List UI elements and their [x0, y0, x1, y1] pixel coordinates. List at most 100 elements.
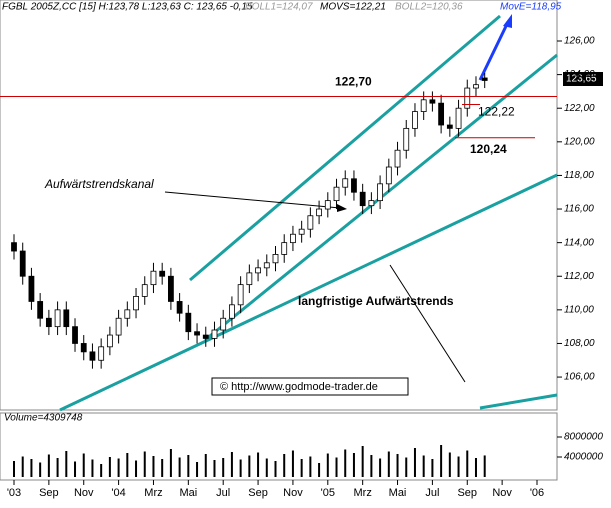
- y-tick-label: 112,00: [564, 271, 594, 282]
- pointer-line: [164, 191, 341, 209]
- candle-body: [80, 343, 87, 353]
- volume-tick-label: 8000000: [564, 432, 603, 443]
- volume-bar: [361, 446, 364, 477]
- candle-body: [438, 102, 445, 126]
- y-tick-label: 116,00: [564, 204, 594, 215]
- volume-bar: [344, 449, 347, 477]
- candle-body: [63, 309, 70, 328]
- volume-bar: [161, 459, 164, 477]
- volume-bar: [457, 456, 460, 477]
- candle-body: [246, 272, 253, 286]
- candle-body: [446, 124, 453, 129]
- candle-body: [115, 317, 122, 336]
- candle-body: [333, 186, 340, 202]
- volume-bar: [222, 458, 225, 477]
- candle-body: [202, 334, 209, 339]
- candle-body: [124, 309, 131, 319]
- candle-body: [45, 317, 52, 328]
- volume-bar: [213, 460, 216, 477]
- candle-body: [37, 301, 44, 319]
- candle-body: [377, 183, 384, 202]
- volume-bar: [483, 455, 486, 477]
- volume-bar: [448, 452, 451, 477]
- candle-body: [324, 200, 331, 210]
- candle-body: [263, 262, 270, 269]
- volume-bar: [352, 453, 355, 477]
- volume-bar: [309, 456, 312, 477]
- volume-bar: [239, 459, 242, 477]
- volume-bar: [379, 458, 382, 477]
- volume-bar: [169, 449, 172, 477]
- header: MovE=118,95: [500, 2, 562, 13]
- header: BOLL1=124,07: [245, 2, 313, 13]
- header: MOVS=122,21: [320, 2, 386, 13]
- volume-bar: [335, 457, 338, 477]
- candle-body: [351, 178, 357, 193]
- long-trend-2: [479, 393, 558, 410]
- candle-body: [385, 166, 392, 185]
- volume-bar: [100, 464, 103, 477]
- x-tick-label: '04: [111, 487, 125, 499]
- volume-bar: [47, 454, 50, 477]
- x-tick-label: Nov: [74, 487, 94, 499]
- candle-body: [290, 233, 296, 244]
- x-tick-label: '06: [530, 487, 544, 499]
- candle-body: [455, 107, 462, 129]
- volume-bar: [405, 457, 408, 477]
- candle-body: [185, 312, 192, 333]
- candle-body: [420, 99, 427, 112]
- x-tick-label: '05: [321, 487, 335, 499]
- volume-label: Volume=4309748: [4, 413, 83, 424]
- volume-bar: [152, 456, 155, 477]
- volume-bar: [422, 455, 425, 477]
- y-tick-label: 120,00: [564, 136, 595, 147]
- volume-bar: [56, 458, 59, 477]
- x-tick-label: Mrz: [144, 487, 162, 499]
- x-tick-label: Nov: [492, 487, 512, 499]
- volume-bar: [13, 461, 15, 477]
- candle-body: [133, 296, 139, 311]
- candle-body: [281, 242, 288, 255]
- annotation: langfristige Aufwärtstrends: [298, 294, 454, 308]
- volume-bar: [65, 451, 68, 477]
- candle-body: [403, 127, 410, 151]
- volume-bar: [274, 461, 277, 477]
- candle-body: [194, 331, 200, 336]
- candle-body: [229, 304, 235, 319]
- x-tick-label: Sep: [457, 487, 477, 499]
- volume-bar: [178, 457, 181, 477]
- volume-bar: [82, 453, 85, 477]
- candle-body: [72, 326, 78, 344]
- candle-body: [19, 250, 26, 277]
- y-tick-label: 114,00: [564, 237, 594, 248]
- candle-body: [272, 254, 279, 264]
- volume-bar: [257, 452, 260, 477]
- volume-bar: [396, 454, 399, 477]
- volume-bar: [413, 448, 416, 477]
- candle-body: [98, 346, 105, 361]
- y-tick-label: 126,00: [564, 36, 595, 47]
- volume-bar: [431, 459, 434, 477]
- last-price-box: [563, 72, 603, 86]
- pointer-line-2: [389, 264, 466, 383]
- candle-body: [473, 84, 479, 89]
- candle-body: [54, 309, 61, 328]
- candle-body: [429, 99, 436, 104]
- volume-bar: [135, 460, 138, 477]
- candle-body: [316, 208, 322, 217]
- volume-bar: [74, 461, 77, 477]
- x-tick-label: Mrz: [354, 487, 372, 499]
- header: FGBL 2005Z,CC [15] H:123,78 L:123,63 C: …: [2, 2, 253, 13]
- volume-bar: [126, 453, 129, 477]
- volume-bar: [187, 455, 190, 477]
- volume-bar: [300, 459, 303, 477]
- volume-bar: [230, 452, 233, 477]
- x-tick-label: Sep: [39, 487, 59, 499]
- x-tick-label: Sep: [248, 487, 268, 499]
- candle-body: [342, 178, 349, 188]
- volume-bar: [387, 451, 390, 477]
- x-tick-label: Mai: [389, 487, 407, 499]
- projection-arrow: [478, 21, 510, 81]
- candle-body: [141, 284, 148, 297]
